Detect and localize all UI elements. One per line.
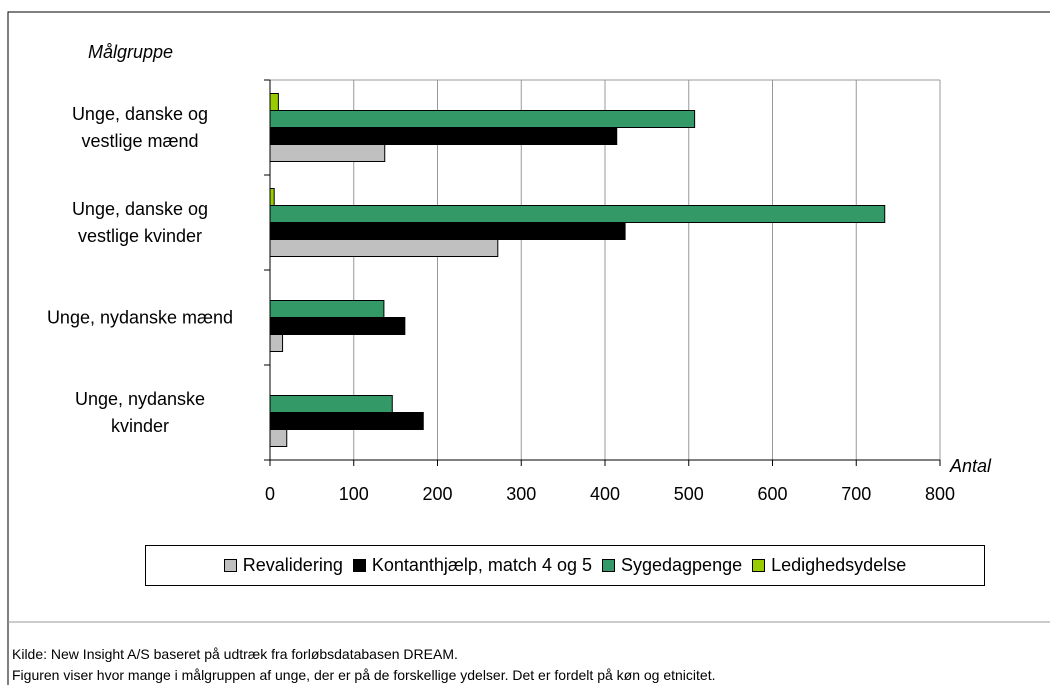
x-tick-label: 0: [265, 484, 275, 504]
y-tick-label: Unge, danske og vestlige kvinder: [71, 198, 209, 246]
legend-swatch: [223, 559, 237, 572]
bar: [269, 110, 696, 128]
x-tick-label: 800: [925, 484, 955, 504]
legend-label: Revalidering: [242, 555, 343, 575]
x-tick-label: 700: [841, 484, 871, 504]
legend-item: Sygedagpenge: [601, 555, 743, 576]
bar: [269, 188, 275, 206]
y-tick-label: Unge, nydanske mænd: [46, 307, 234, 327]
note: Figuren viser hvor mange i målgruppen af…: [12, 667, 716, 683]
legend-item: Ledighedsydelse: [752, 555, 906, 576]
bar: [269, 429, 288, 447]
legend-label: Kontanthjælp, match 4 og 5: [371, 555, 592, 575]
bar: [269, 222, 626, 240]
x-tick-label: 500: [674, 484, 704, 504]
x-tick-label: 200: [422, 484, 452, 504]
legend-label: Ledighedsydelse: [771, 555, 907, 575]
x-axis-label: Antal: [949, 456, 992, 476]
y-axis-label: Målgruppe: [88, 42, 173, 62]
x-tick-label: 100: [339, 484, 369, 504]
bar: [269, 395, 393, 413]
bar: [269, 300, 385, 318]
bar: [269, 239, 499, 257]
legend-swatch: [601, 559, 615, 572]
x-tick-label: 300: [506, 484, 536, 504]
y-tick-label: Unge, danske og vestlige mænd: [71, 103, 209, 151]
legend-swatch: [352, 559, 366, 572]
bar: [269, 317, 406, 335]
legend: Revalidering Kontanthjælp, match 4 og 5 Sy…: [145, 545, 985, 586]
bar: [269, 334, 284, 352]
bar: [269, 205, 886, 223]
frame: [7, 11, 1050, 685]
bar: [269, 144, 386, 162]
bar: [269, 412, 424, 430]
legend-label: Sygedagpenge: [620, 555, 743, 575]
source: Kilde: New Insight A/S baseret på udtræk…: [12, 646, 458, 662]
x-tick-label: 400: [590, 484, 620, 504]
bar: [269, 93, 279, 111]
legend-item: Kontanthjælp, match 4 og 5: [352, 555, 592, 576]
y-tick-label: Unge, nydanske kvinder: [74, 388, 206, 436]
x-tick-label: 600: [757, 484, 787, 504]
bar: [269, 127, 618, 145]
legend-swatch: [752, 559, 766, 572]
legend-item: Revalidering: [223, 555, 343, 576]
